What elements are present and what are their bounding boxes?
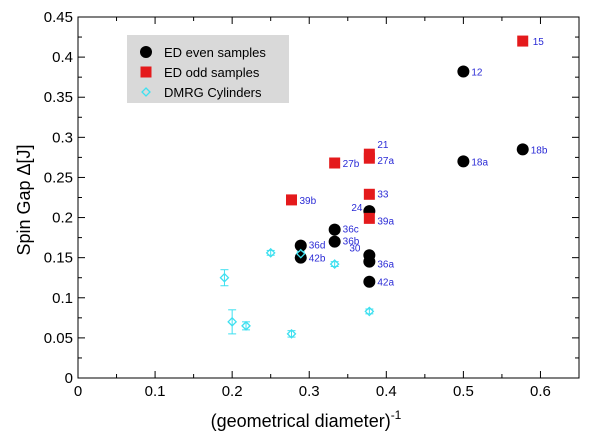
ed-even-samples-point <box>294 239 307 252</box>
y-tick-label: 0.45 <box>44 9 73 26</box>
legend-label-ed-even-samples: ED even samples <box>164 45 266 60</box>
ed-odd-samples-point <box>329 157 341 169</box>
point-label-36a: 36a <box>377 260 394 271</box>
y-tick-label: 0 <box>65 370 73 387</box>
axis-tick-labels: 0 0.1 0.2 0.3 0.4 0.5 0.6 0 0.05 0.1 0.15 0.2 0.25 0.… <box>44 9 551 400</box>
dmrg-cylinders-point <box>241 320 251 331</box>
legend-marker-ed-even-samples <box>140 46 152 58</box>
point-label-21: 21 <box>377 140 389 151</box>
data-markers <box>219 35 529 339</box>
ed-odd-samples-point <box>363 152 375 164</box>
point-label-33: 33 <box>377 189 389 200</box>
point-label-18a: 18a <box>471 157 488 168</box>
point-label-15: 15 <box>533 37 545 48</box>
legend-marker-dmrg-cylinders <box>141 87 151 97</box>
point-label-36b: 36b <box>343 237 360 248</box>
legend-marker-ed-odd-samples <box>140 66 152 78</box>
x-tick-label: 0 <box>74 383 82 400</box>
ed-even-samples-point <box>457 65 470 78</box>
y-tick-label: 0.2 <box>52 210 73 227</box>
legend-label-ed-odd-samples: ED odd samples <box>164 65 260 80</box>
ed-odd-samples-point <box>363 188 375 200</box>
y-tick-label: 0.15 <box>44 250 73 267</box>
y-tick-label: 0.35 <box>44 89 73 106</box>
point-label-27a: 27a <box>377 156 394 167</box>
ed-even-samples-point <box>363 275 376 288</box>
point-label-30: 30 <box>349 243 361 254</box>
point-label-39b: 39b <box>300 196 317 207</box>
point-label-42a: 42a <box>377 278 394 289</box>
ed-even-samples-point <box>363 255 376 268</box>
dmrg-cylinders-point <box>364 306 375 317</box>
dmrg-cylinders-point <box>227 316 238 327</box>
ed-odd-samples-point <box>286 194 298 206</box>
dmrg-cylinders-point <box>219 272 230 283</box>
y-tick-label: 0.4 <box>52 49 73 66</box>
legend-label-dmrg-cylinders: DMRG Cylinders <box>164 85 262 100</box>
x-tick-label: 0.5 <box>453 383 474 400</box>
y-tick-label: 0.05 <box>44 330 73 347</box>
y-tick-label: 0.25 <box>44 169 73 186</box>
x-tick-label: 0.2 <box>222 383 243 400</box>
point-label-42b: 42b <box>309 254 326 265</box>
dmrg-cylinders-point <box>295 248 306 259</box>
point-label-36c: 36c <box>343 225 359 236</box>
ed-odd-samples-point <box>363 212 375 224</box>
point-label-27b: 27b <box>343 159 360 170</box>
ed-even-samples-point <box>328 223 341 236</box>
point-label-36d: 36d <box>309 241 326 252</box>
point-label-18b: 18b <box>531 145 548 156</box>
y-tick-label: 0.1 <box>52 290 73 307</box>
point-label-39a: 39a <box>377 216 394 227</box>
legend-box <box>127 35 289 103</box>
y-tick-label: 0.3 <box>52 129 73 146</box>
dmrg-cylinders-point <box>329 259 340 270</box>
ed-even-samples-point <box>457 155 470 168</box>
x-tick-label: 0.4 <box>376 383 397 400</box>
x-tick-label: 0.6 <box>530 383 551 400</box>
point-label-12: 12 <box>471 68 483 79</box>
dmrg-cylinders-point <box>265 247 276 258</box>
ed-even-samples-point <box>516 143 529 156</box>
y-axis-title: Spin Gap Δ[J] <box>14 144 34 255</box>
point-label-24: 24 <box>351 203 363 214</box>
axis-ticks <box>77 16 580 379</box>
x-axis-title: (geometrical diameter)-1 <box>211 408 402 431</box>
x-tick-label: 0.3 <box>299 383 320 400</box>
ed-odd-samples-point <box>517 35 529 47</box>
x-tick-label: 0.1 <box>145 383 166 400</box>
dmrg-cylinders-point <box>286 328 297 339</box>
ed-even-samples-point <box>328 235 341 248</box>
legend: ED even samples ED odd samples DMRG Cylind… <box>127 35 289 103</box>
